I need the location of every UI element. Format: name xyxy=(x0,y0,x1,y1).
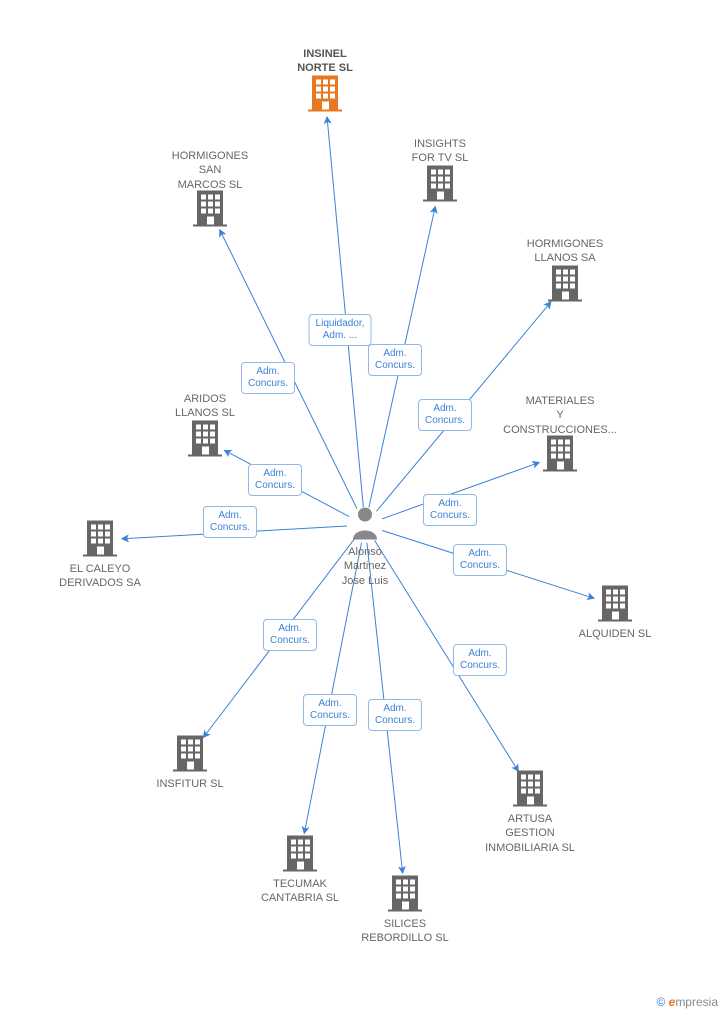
company-label: INSFITUR SL xyxy=(156,777,223,791)
edge-label[interactable]: Adm. Concurs. xyxy=(303,694,357,726)
edge-label[interactable]: Adm. Concurs. xyxy=(241,362,295,394)
building-icon[interactable] xyxy=(548,264,582,307)
company-label: ALQUIDEN SL xyxy=(579,627,652,641)
edge-label[interactable]: Adm. Concurs. xyxy=(368,344,422,376)
person-icon[interactable] xyxy=(350,506,380,545)
person-label: Alonso Martinez Jose Luis xyxy=(342,545,388,588)
edge-label[interactable]: Adm. Concurs. xyxy=(423,494,477,526)
edge-label[interactable]: Adm. Concurs. xyxy=(263,619,317,651)
copyright-symbol: © xyxy=(656,995,665,1009)
edge-label[interactable]: Adm. Concurs. xyxy=(453,544,507,576)
building-icon[interactable] xyxy=(308,74,342,117)
building-icon[interactable] xyxy=(193,189,227,232)
company-label: ARTUSA GESTION INMOBILIARIA SL xyxy=(485,812,575,855)
building-icon[interactable] xyxy=(173,734,207,777)
company-label: EL CALEYO DERIVADOS SA xyxy=(59,562,141,591)
edge-label[interactable]: Adm. Concurs. xyxy=(368,699,422,731)
company-label: MATERIALES Y CONSTRUCCIONES... xyxy=(503,394,617,437)
company-label: SILICES REBORDILLO SL xyxy=(361,917,448,946)
building-icon[interactable] xyxy=(513,769,547,812)
edge-line xyxy=(327,117,363,507)
edge-label[interactable]: Adm. Concurs. xyxy=(203,506,257,538)
building-icon[interactable] xyxy=(388,874,422,917)
building-icon[interactable] xyxy=(543,434,577,477)
company-label: INSIGHTS FOR TV SL xyxy=(412,137,469,166)
building-icon[interactable] xyxy=(423,164,457,207)
building-icon[interactable] xyxy=(598,584,632,627)
company-label: INSINEL NORTE SL xyxy=(297,47,353,76)
building-icon[interactable] xyxy=(188,419,222,462)
building-icon[interactable] xyxy=(83,519,117,562)
company-label: ARIDOS LLANOS SL xyxy=(175,392,235,421)
company-label: TECUMAK CANTABRIA SL xyxy=(261,877,339,906)
edge-label[interactable]: Liquidador, Adm. ... xyxy=(309,314,372,346)
edge-label[interactable]: Adm. Concurs. xyxy=(248,464,302,496)
company-label: HORMIGONES SAN MARCOS SL xyxy=(172,149,248,192)
building-icon[interactable] xyxy=(283,834,317,877)
brand-rest: mpresia xyxy=(675,995,718,1009)
footer-credit: © empresia xyxy=(656,995,718,1009)
edge-label[interactable]: Adm. Concurs. xyxy=(453,644,507,676)
company-label: HORMIGONES LLANOS SA xyxy=(527,237,603,266)
edge-label[interactable]: Adm. Concurs. xyxy=(418,399,472,431)
